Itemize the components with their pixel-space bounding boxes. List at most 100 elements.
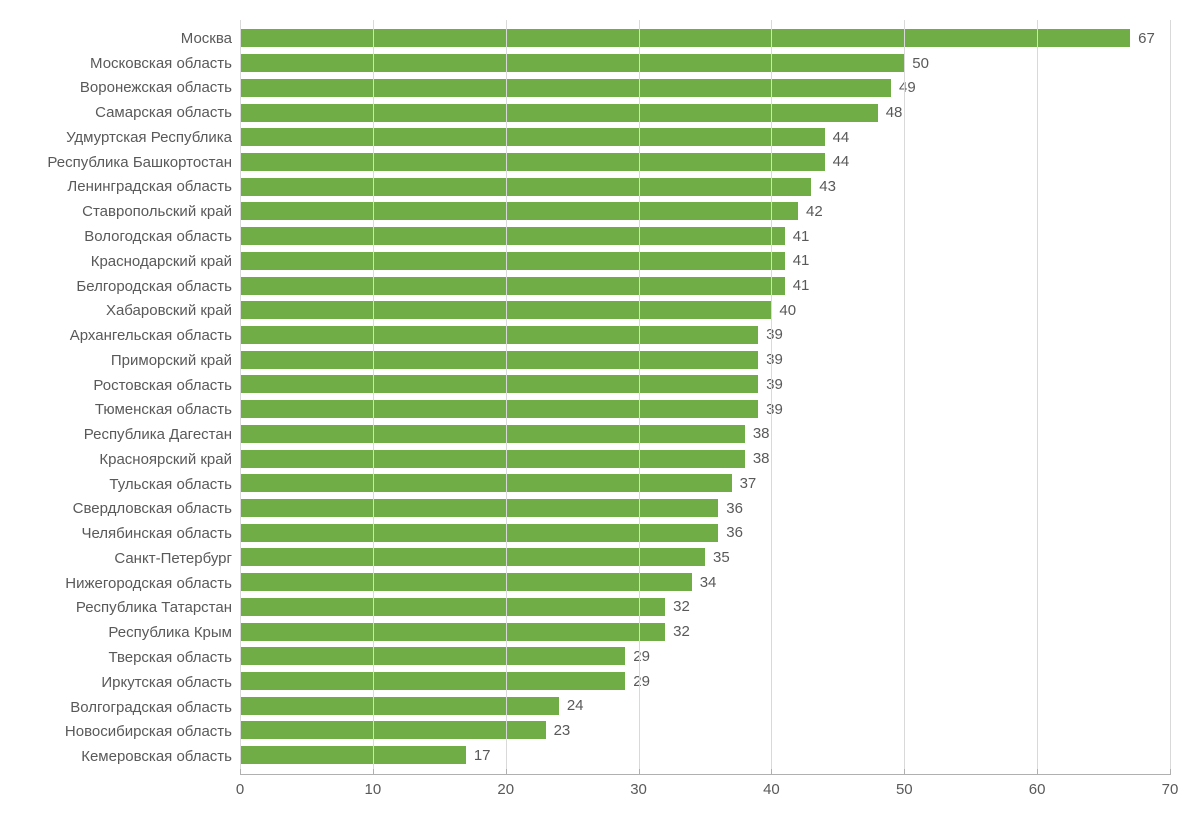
bar-row: 49 — [240, 79, 1170, 97]
value-label: 36 — [726, 500, 743, 517]
category-label: Санкт-Петербург — [114, 551, 232, 566]
bar — [240, 351, 758, 369]
value-label: 48 — [886, 104, 903, 121]
bar-row: 29 — [240, 672, 1170, 690]
tick-mark — [506, 769, 507, 775]
bar — [240, 721, 546, 739]
bar — [240, 499, 718, 517]
category-label: Московская область — [90, 56, 232, 71]
category-label: Ленинградская область — [67, 179, 232, 194]
bar-row: 39 — [240, 400, 1170, 418]
category-label: Тульская область — [109, 477, 232, 492]
value-label: 32 — [673, 623, 690, 640]
bar — [240, 746, 466, 764]
value-label: 39 — [766, 376, 783, 393]
category-label: Красноярский край — [99, 452, 232, 467]
gridline — [1037, 20, 1038, 774]
bar — [240, 672, 625, 690]
bar — [240, 697, 559, 715]
bar-row: 44 — [240, 128, 1170, 146]
bar — [240, 104, 878, 122]
bar-row: 44 — [240, 153, 1170, 171]
category-label: Республика Крым — [108, 625, 232, 640]
value-label: 34 — [700, 574, 717, 591]
category-label: Вологодская область — [84, 229, 232, 244]
value-label: 42 — [806, 203, 823, 220]
gridline — [771, 20, 772, 774]
value-label: 38 — [753, 450, 770, 467]
bar-row: 32 — [240, 598, 1170, 616]
bar-row: 42 — [240, 202, 1170, 220]
bar-row: 29 — [240, 647, 1170, 665]
value-label: 36 — [726, 524, 743, 541]
bar — [240, 647, 625, 665]
value-label: 29 — [633, 648, 650, 665]
value-label: 44 — [833, 153, 850, 170]
bar-row: 67 — [240, 29, 1170, 47]
tick-mark — [771, 769, 772, 775]
value-label: 24 — [567, 697, 584, 714]
tick-mark — [373, 769, 374, 775]
category-label: Иркутская область — [101, 675, 232, 690]
x-tick-label: 70 — [1162, 781, 1179, 798]
bar — [240, 227, 785, 245]
category-label: Хабаровский край — [106, 303, 232, 318]
value-label: 49 — [899, 79, 916, 96]
category-label: Тверская область — [108, 650, 232, 665]
bar — [240, 128, 825, 146]
category-label: Нижегородская область — [65, 576, 232, 591]
value-label: 41 — [793, 277, 810, 294]
bar — [240, 598, 665, 616]
value-label: 32 — [673, 598, 690, 615]
value-label: 50 — [912, 55, 929, 72]
value-label: 39 — [766, 401, 783, 418]
category-label: Челябинская область — [81, 526, 232, 541]
tick-mark — [639, 769, 640, 775]
bar-row: 39 — [240, 351, 1170, 369]
gridline — [904, 20, 905, 774]
x-tick-label: 40 — [763, 781, 780, 798]
value-label: 67 — [1138, 30, 1155, 47]
value-label: 35 — [713, 549, 730, 566]
bar-row: 23 — [240, 721, 1170, 739]
value-label: 17 — [474, 747, 491, 764]
bar-row: 39 — [240, 326, 1170, 344]
bar-row: 17 — [240, 746, 1170, 764]
bars-container: 6750494844444342414141403939393938383736… — [240, 20, 1170, 774]
bar — [240, 524, 718, 542]
category-label: Ставропольский край — [82, 204, 232, 219]
bar-chart: МоскваМосковская областьВоронежская обла… — [10, 20, 1170, 805]
bar — [240, 326, 758, 344]
bar-row: 40 — [240, 301, 1170, 319]
gridline — [1170, 20, 1171, 774]
category-label: Белгородская область — [76, 279, 232, 294]
category-label: Республика Дагестан — [84, 427, 232, 442]
bar — [240, 54, 904, 72]
bar-row: 48 — [240, 104, 1170, 122]
x-tick-label: 0 — [236, 781, 244, 798]
bar-row: 36 — [240, 499, 1170, 517]
x-tick-label: 10 — [365, 781, 382, 798]
bar — [240, 474, 732, 492]
bar-row: 41 — [240, 252, 1170, 270]
bar — [240, 623, 665, 641]
x-tick-label: 20 — [497, 781, 514, 798]
bar-row: 24 — [240, 697, 1170, 715]
bar-row: 41 — [240, 227, 1170, 245]
bar-row: 38 — [240, 450, 1170, 468]
bar-row: 36 — [240, 524, 1170, 542]
bar — [240, 425, 745, 443]
tick-mark — [1170, 769, 1171, 775]
category-label: Республика Татарстан — [76, 600, 232, 615]
value-label: 44 — [833, 129, 850, 146]
bar-row: 50 — [240, 54, 1170, 72]
x-tick-label: 30 — [630, 781, 647, 798]
value-label: 38 — [753, 425, 770, 442]
bar-row: 38 — [240, 425, 1170, 443]
category-label: Свердловская область — [73, 501, 232, 516]
category-label: Краснодарский край — [91, 254, 232, 269]
value-label: 39 — [766, 351, 783, 368]
value-label: 43 — [819, 178, 836, 195]
category-label: Воронежская область — [80, 80, 232, 95]
category-label: Самарская область — [95, 105, 232, 120]
